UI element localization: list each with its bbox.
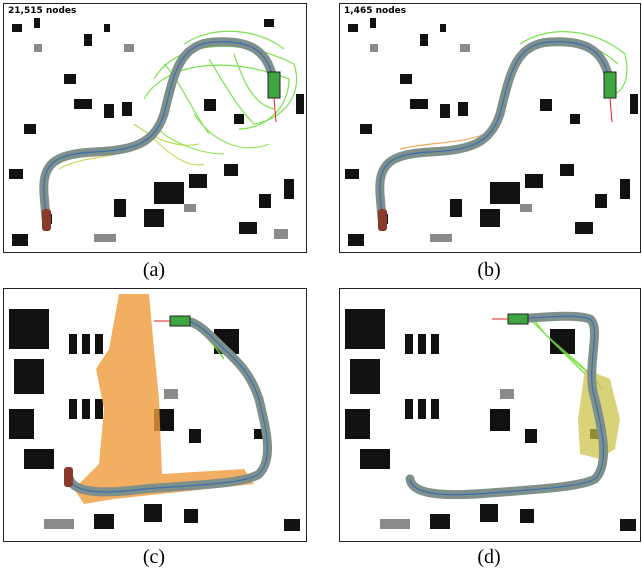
caption-a: (a) <box>142 259 166 281</box>
caption-d: (d) <box>477 546 501 568</box>
planned-path-center-b <box>379 41 611 220</box>
obstacles-d <box>345 309 636 531</box>
goal-heading-b <box>609 97 613 123</box>
obstacles-gray-c <box>44 389 178 529</box>
search-tree-c <box>74 294 254 504</box>
map-a <box>9 18 304 246</box>
goal-vehicle-a <box>267 71 281 99</box>
panel-a: 21,515 nodes <box>3 3 307 253</box>
obstacles-gray-a <box>34 44 288 242</box>
obstacles-a <box>9 18 304 246</box>
planned-path-center-d <box>409 315 605 496</box>
start-vehicle-b <box>378 209 387 231</box>
node-count-label-b: 1,465 nodes <box>343 6 408 17</box>
goal-vehicle-c <box>169 315 191 327</box>
start-vehicle-a <box>42 209 51 231</box>
node-count-label-a: 21,515 nodes <box>7 6 78 17</box>
goal-vehicle-b <box>603 71 617 99</box>
panel-c <box>3 288 307 542</box>
caption-b: (b) <box>477 259 501 281</box>
map-c <box>9 294 300 531</box>
map-d <box>345 309 636 531</box>
planned-path-center-a <box>43 41 275 220</box>
obstacles-c <box>9 309 300 531</box>
planned-path-center-c <box>68 320 269 493</box>
goal-heading-a <box>273 97 277 123</box>
obstacles-gray-b <box>370 44 532 242</box>
map-b <box>345 18 638 246</box>
caption-c: (c) <box>142 546 166 568</box>
start-vehicle-c <box>64 467 73 487</box>
obstacles-b <box>345 18 638 246</box>
panel-d <box>339 288 641 542</box>
panel-b: 1,465 nodes <box>339 3 641 253</box>
obstacles-gray-d <box>380 389 514 529</box>
goal-vehicle-d <box>507 313 529 325</box>
